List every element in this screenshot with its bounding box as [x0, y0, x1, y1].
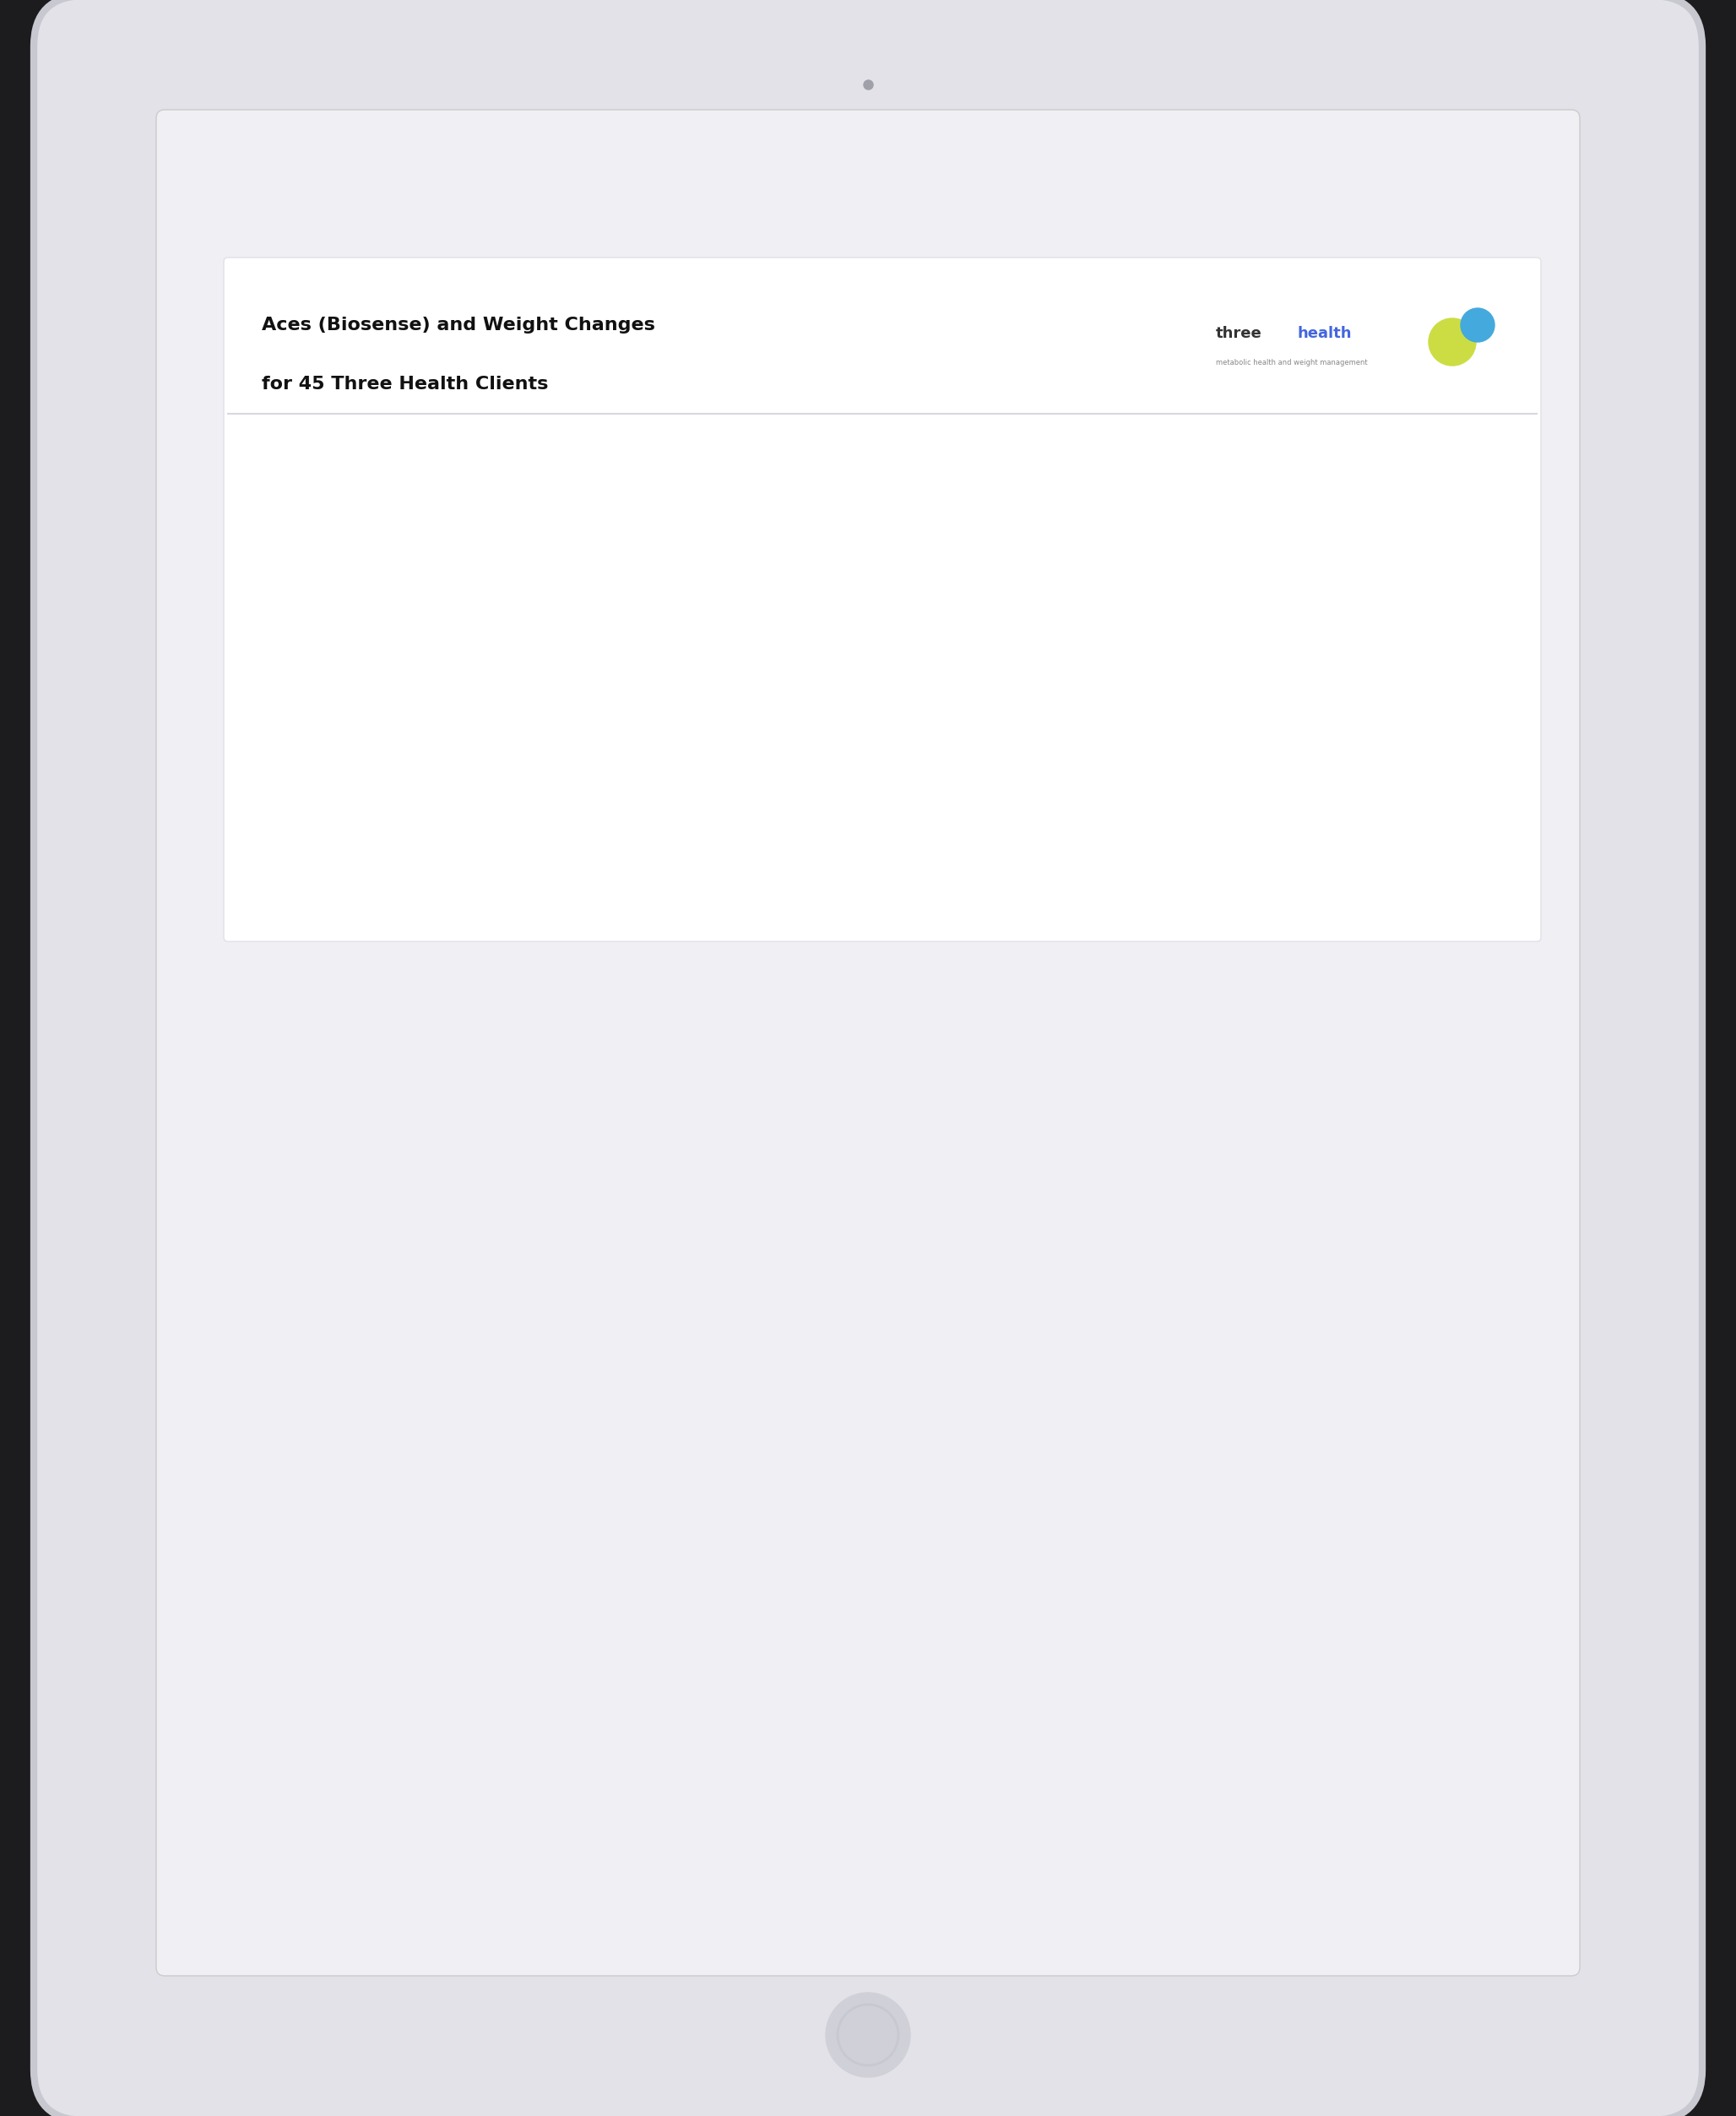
Y-axis label: Average Weight (lbs): Average Weight (lbs): [332, 628, 344, 751]
Text: Aces (Biosense): Aces (Biosense): [437, 918, 540, 931]
Circle shape: [1429, 317, 1476, 366]
FancyBboxPatch shape: [156, 110, 1580, 1976]
Text: health: health: [1297, 326, 1351, 341]
Y-axis label: Average Aces (ppm): Average Aces (ppm): [307, 631, 319, 749]
FancyBboxPatch shape: [224, 258, 1542, 942]
Circle shape: [1460, 309, 1495, 343]
Text: Aces (Biosense) and Weight Changes: Aces (Biosense) and Weight Changes: [262, 317, 654, 334]
Text: Weight: Weight: [786, 918, 832, 931]
FancyBboxPatch shape: [33, 0, 1703, 2116]
Text: metabolic health and weight management: metabolic health and weight management: [1215, 360, 1368, 366]
Circle shape: [826, 1993, 910, 2078]
Text: for 45 Three Health Clients: for 45 Three Health Clients: [262, 377, 549, 394]
Text: three: three: [1215, 326, 1262, 341]
